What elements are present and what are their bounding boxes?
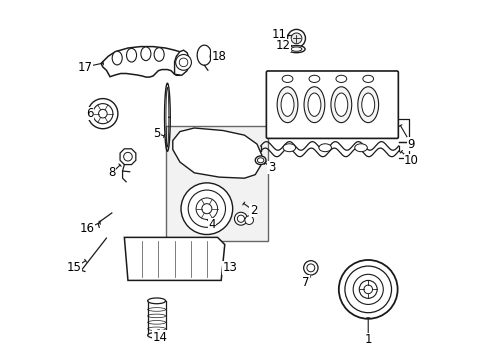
- Text: 16: 16: [80, 222, 95, 235]
- Text: 13: 13: [222, 261, 237, 274]
- Ellipse shape: [283, 144, 295, 152]
- Text: 6: 6: [86, 107, 93, 120]
- Text: 18: 18: [211, 50, 225, 63]
- Polygon shape: [172, 128, 261, 178]
- Circle shape: [234, 212, 247, 225]
- Ellipse shape: [255, 156, 265, 165]
- Ellipse shape: [307, 93, 320, 116]
- Ellipse shape: [334, 93, 347, 116]
- Circle shape: [244, 216, 253, 225]
- Circle shape: [306, 264, 314, 272]
- Text: 7: 7: [302, 276, 309, 289]
- Ellipse shape: [308, 75, 319, 82]
- Text: 15: 15: [66, 261, 81, 274]
- Text: 14: 14: [152, 330, 167, 343]
- Circle shape: [99, 109, 107, 118]
- Text: 1: 1: [364, 333, 371, 346]
- Polygon shape: [120, 149, 136, 165]
- Circle shape: [179, 58, 187, 67]
- Ellipse shape: [318, 144, 331, 152]
- Circle shape: [344, 266, 391, 313]
- Circle shape: [123, 152, 132, 161]
- Polygon shape: [101, 46, 188, 77]
- Ellipse shape: [147, 298, 165, 304]
- Ellipse shape: [257, 158, 264, 163]
- Ellipse shape: [281, 93, 293, 116]
- Circle shape: [359, 280, 376, 298]
- Text: 17: 17: [77, 60, 92, 73]
- Text: 3: 3: [267, 161, 275, 174]
- Circle shape: [181, 183, 232, 234]
- FancyBboxPatch shape: [266, 71, 398, 138]
- Polygon shape: [174, 50, 188, 75]
- Ellipse shape: [330, 87, 351, 123]
- Ellipse shape: [361, 93, 374, 116]
- Ellipse shape: [282, 75, 292, 82]
- Text: 12: 12: [275, 39, 290, 52]
- Circle shape: [303, 261, 317, 275]
- Circle shape: [287, 30, 305, 47]
- Circle shape: [363, 285, 372, 294]
- Circle shape: [93, 104, 113, 124]
- Circle shape: [237, 215, 244, 222]
- Ellipse shape: [287, 45, 305, 53]
- Text: 4: 4: [208, 218, 216, 231]
- Ellipse shape: [277, 87, 297, 123]
- Ellipse shape: [335, 75, 346, 82]
- Text: 5: 5: [153, 127, 160, 140]
- Ellipse shape: [147, 332, 165, 338]
- Circle shape: [175, 54, 191, 70]
- Circle shape: [88, 99, 118, 129]
- Ellipse shape: [304, 87, 324, 123]
- Circle shape: [188, 190, 225, 227]
- Circle shape: [202, 204, 211, 214]
- Bar: [165, 126, 267, 241]
- Text: 11: 11: [272, 28, 286, 41]
- Circle shape: [290, 33, 301, 44]
- Ellipse shape: [126, 48, 136, 62]
- Circle shape: [196, 198, 217, 220]
- Ellipse shape: [357, 87, 378, 123]
- Ellipse shape: [112, 51, 122, 65]
- Text: 10: 10: [403, 154, 418, 167]
- Ellipse shape: [154, 48, 164, 61]
- Circle shape: [338, 260, 397, 319]
- Ellipse shape: [290, 47, 301, 51]
- Text: 8: 8: [108, 166, 115, 179]
- Polygon shape: [197, 45, 210, 65]
- Text: 9: 9: [407, 138, 414, 150]
- Polygon shape: [124, 237, 224, 280]
- Text: 2: 2: [249, 204, 257, 217]
- Circle shape: [352, 274, 383, 305]
- Ellipse shape: [141, 47, 151, 60]
- Ellipse shape: [354, 144, 366, 152]
- Ellipse shape: [362, 75, 373, 82]
